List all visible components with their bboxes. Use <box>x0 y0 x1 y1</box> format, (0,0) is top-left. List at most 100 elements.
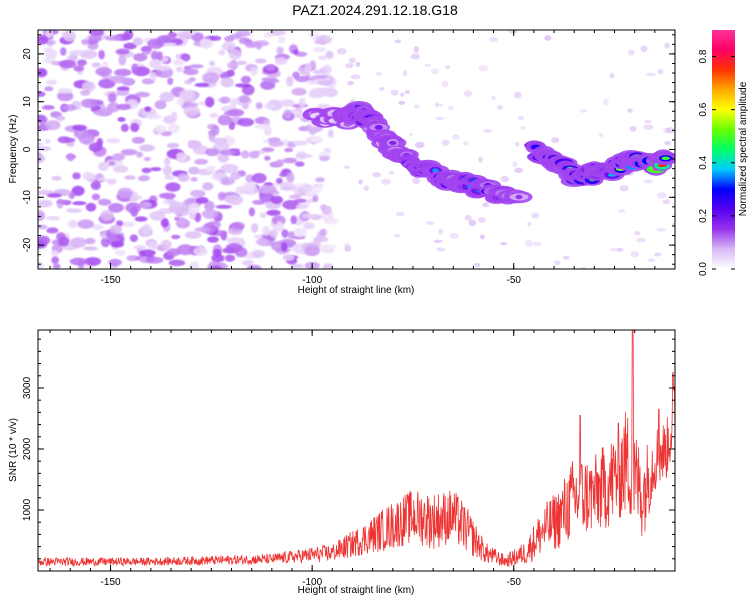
heatmap-noise-blob <box>259 212 267 219</box>
heatmap-noise-blob <box>178 217 187 226</box>
heatmap-noise-blob <box>141 167 152 174</box>
x-tick-label: -50 <box>507 275 522 286</box>
heatmap-speckle <box>425 221 435 225</box>
heatmap-noise-blob <box>80 98 98 109</box>
heatmap-noise-blob <box>88 142 103 152</box>
heatmap-speckle <box>433 239 443 243</box>
heatmap-noise-blob <box>316 80 334 86</box>
heatmap-noise-blob <box>321 65 332 75</box>
heatmap-speckle <box>489 37 498 42</box>
heatmap-noise-blob <box>183 102 199 108</box>
heatmap-noise-blob <box>83 246 99 251</box>
heatmap-noise-blob <box>143 156 151 162</box>
heatmap-noise-blob <box>241 259 254 266</box>
heatmap-noise-blob <box>84 257 102 266</box>
colorbar-ticks: 0.0 0.2 0.4 0.6 0.8 <box>698 49 735 276</box>
heatmap-noise-blob <box>95 67 113 77</box>
heatmap-speckle <box>544 35 552 41</box>
heatmap-noise-blob <box>242 182 257 191</box>
heatmap-noise-blob <box>217 191 226 201</box>
heatmap-speckle <box>390 89 399 96</box>
heatmap-noise-blob <box>97 177 108 182</box>
heatmap-noise-blob <box>38 235 50 246</box>
colorbar-label: Normalized spectral amplitude <box>738 81 749 216</box>
heatmap-speckle <box>500 175 510 183</box>
heatmap-noise-blob <box>207 236 219 243</box>
heatmap-speckle <box>562 255 570 260</box>
heatmap-speckle <box>434 102 440 108</box>
heatmap-speckle <box>532 241 542 247</box>
heatmap-speckle <box>414 141 425 149</box>
heatmap-noise-blob <box>304 63 312 74</box>
heatmap-noise-blob <box>189 64 204 69</box>
heatmap-speckle <box>464 214 472 221</box>
heatmap-noise-blob <box>304 245 320 257</box>
heatmap-noise-blob <box>98 49 105 60</box>
heatmap-noise-blob <box>51 256 60 265</box>
heatmap-noise-blob <box>133 53 148 62</box>
heatmap-noise-blob <box>175 66 184 73</box>
heatmap-noise-blob <box>263 32 274 39</box>
heatmap-speckle <box>375 71 383 76</box>
heatmap-noise-blob <box>212 265 222 269</box>
heatmap-noise-blob <box>38 261 44 268</box>
heatmap-speckle <box>662 199 671 204</box>
heatmap-speckle <box>643 179 654 184</box>
heatmap-speckle <box>393 234 401 238</box>
heatmap-noise-blob <box>160 131 172 137</box>
heatmap-speckle <box>514 167 524 174</box>
heatmap-noise-blob <box>164 175 175 180</box>
heatmap-speckle <box>485 202 489 208</box>
heatmap-noise-blob <box>230 98 237 109</box>
heatmap-noise-blob <box>241 150 250 159</box>
heatmap-noise-blob <box>196 197 209 204</box>
heatmap-noise-blob <box>56 199 72 204</box>
heatmap-noise-blob <box>295 204 308 210</box>
heatmap-noise-blob <box>248 207 256 217</box>
heatmap-speckle <box>482 129 493 133</box>
heatmap-noise-blob <box>78 133 95 145</box>
heatmap-noise-blob <box>124 175 136 180</box>
heatmap-noise-blob <box>44 138 51 144</box>
heatmap-noise-blob <box>45 30 54 38</box>
heatmap-speckle <box>441 80 449 88</box>
heatmap-noise-blob <box>264 155 271 161</box>
colorbar-tick-label: 0.6 <box>698 102 709 116</box>
heatmap-speckle <box>388 171 395 175</box>
heatmap-noise-blob <box>57 87 73 94</box>
heatmap-noise-blob <box>109 75 127 84</box>
heatmap-noise-blob <box>240 75 252 84</box>
heatmap-noise-blob <box>180 53 191 62</box>
heatmap-noise-blob <box>199 38 214 49</box>
heatmap-noise-blob <box>154 124 167 133</box>
heatmap-speckle <box>634 231 641 236</box>
heatmap-noise-blob <box>115 48 130 55</box>
heatmap-noise-blob <box>166 142 180 149</box>
heatmap-noise-blob <box>106 138 121 144</box>
colorbar-gradient <box>712 30 735 269</box>
heatmap-noise-blob <box>201 209 219 219</box>
heatmap-noise-blob <box>51 61 59 66</box>
heatmap-noise-blob <box>282 200 300 210</box>
y-tick-label: 0 <box>22 146 33 152</box>
heatmap-noise-blob <box>162 42 177 47</box>
heatmap-noise-blob <box>148 241 159 250</box>
heatmap-speckle <box>628 49 635 56</box>
heatmap-noise-blob <box>224 254 236 262</box>
heatmap-noise-blob <box>108 161 116 166</box>
heatmap-speckle <box>579 109 588 113</box>
heatmap-noise-blob <box>109 224 122 234</box>
heatmap-noise-blob <box>160 217 169 228</box>
heatmap-noise-blob <box>250 67 258 77</box>
heatmap-noise-blob <box>135 91 150 98</box>
heatmap-speckle <box>524 240 534 247</box>
heatmap-speckle <box>645 72 656 77</box>
heatmap-speckle <box>413 104 420 109</box>
heatmap-noise-blob <box>107 92 117 103</box>
heatmap-noise-blob <box>209 112 219 119</box>
heatmap-noise-blob <box>123 42 137 50</box>
snr-series-line <box>38 330 675 568</box>
heatmap-noise-blob <box>67 153 74 162</box>
heatmap-speckle <box>636 237 646 243</box>
